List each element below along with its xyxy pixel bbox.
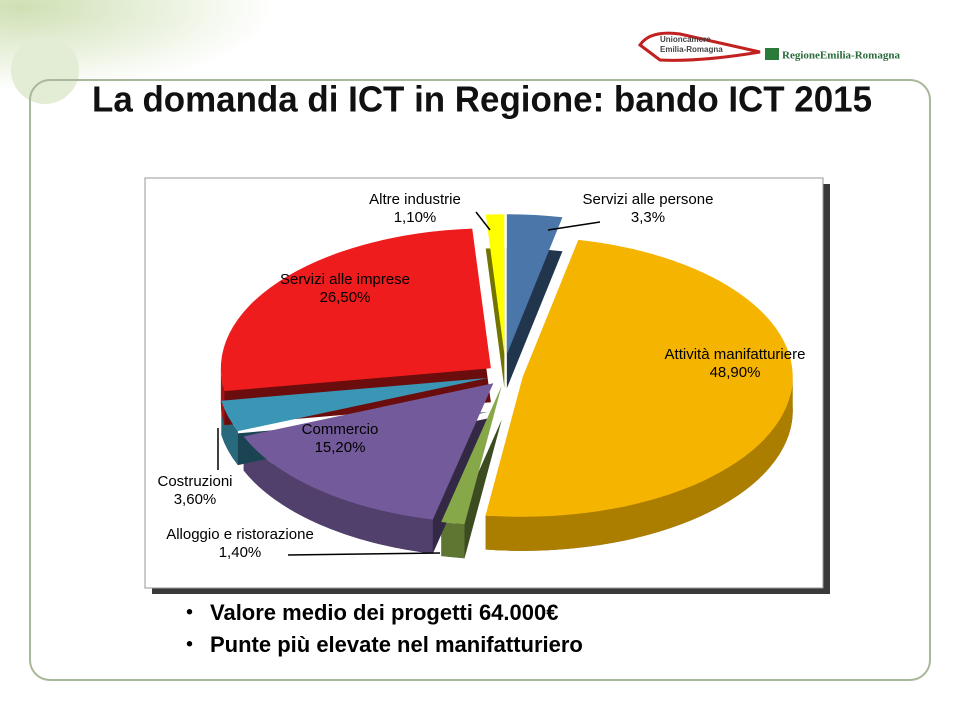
slice-value-label: 48,90% [710, 364, 761, 381]
slice-value-label: 1,10% [394, 209, 437, 226]
slice-label: Alloggio e ristorazione [166, 526, 314, 543]
slice-label: Commercio [302, 421, 379, 438]
logo-text: Unioncamere [660, 35, 711, 44]
slide-title: La domanda di ICT in Regione: bando ICT … [92, 79, 872, 120]
bullet: Punte più elevate nel manifatturiero [210, 632, 583, 657]
slice-rim [441, 522, 465, 559]
slice [485, 239, 793, 517]
slice-label: Servizi alle persone [583, 191, 714, 208]
slice-value-label: 1,40% [219, 544, 262, 561]
bullet-dot: • [186, 633, 193, 655]
slice-label: Costruzioni [157, 473, 232, 490]
slice-label: Servizi alle imprese [280, 271, 410, 288]
decoration [11, 36, 79, 104]
leader-line [475, 211, 491, 231]
decoration [0, 0, 420, 140]
logo-mark [637, 31, 761, 62]
slice [221, 377, 488, 432]
slide-frame [29, 79, 931, 681]
logo-text: RegioneEmilia-Romagna [782, 50, 900, 62]
slice-value-label: 26,50% [320, 289, 371, 306]
slice-value-label: 15,20% [315, 439, 366, 456]
slice-rim [220, 368, 225, 426]
bullet: Valore medio dei progetti 64.000€ [210, 600, 558, 625]
slice [243, 383, 494, 520]
slice-rim [243, 436, 433, 554]
logo-mark [765, 48, 779, 60]
slice-value-label: 3,60% [174, 491, 217, 508]
slice [506, 214, 563, 355]
bullet-dot: • [186, 601, 193, 623]
slice-rim [485, 376, 793, 551]
slice [485, 214, 505, 355]
leader-line [287, 552, 441, 556]
slice [220, 228, 491, 392]
slice-label: Attività manifatturiere [665, 346, 806, 363]
slice-label: Altre industrie [369, 191, 461, 208]
leader-line [547, 221, 601, 231]
logo-text: Emilia-Romagna [660, 45, 723, 54]
slice-value-label: 3,3% [631, 209, 665, 226]
slice [441, 385, 502, 525]
